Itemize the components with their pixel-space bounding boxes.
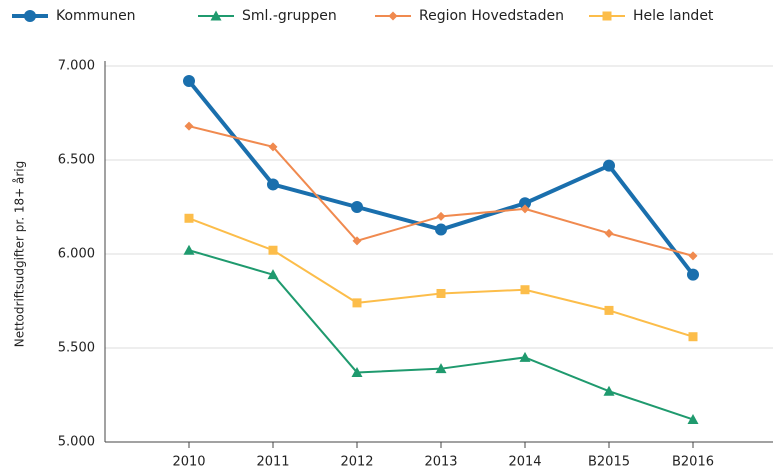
point bbox=[435, 223, 447, 236]
legend-label: Region Hovedstaden bbox=[419, 8, 564, 24]
point bbox=[519, 351, 531, 362]
point bbox=[267, 178, 279, 191]
point bbox=[604, 305, 614, 315]
point bbox=[184, 213, 194, 223]
point bbox=[688, 251, 698, 261]
y-tick-label: 6.500 bbox=[58, 153, 95, 168]
y-tick-label: 6.000 bbox=[58, 247, 95, 262]
legend-label: Kommunen bbox=[56, 8, 136, 24]
y-axis-label: Nettodriftsudgifter pr. 18+ årig bbox=[13, 161, 27, 347]
legend-label: Sml.-gruppen bbox=[242, 8, 337, 24]
point bbox=[603, 159, 615, 172]
x-tick-label: 2014 bbox=[508, 455, 541, 470]
point bbox=[268, 245, 278, 255]
point bbox=[184, 121, 194, 131]
point bbox=[352, 236, 362, 246]
point bbox=[436, 288, 446, 298]
point bbox=[210, 10, 222, 21]
x-tick-label: 2012 bbox=[340, 455, 373, 470]
point bbox=[519, 197, 531, 210]
y-tick-label: 7.000 bbox=[58, 59, 95, 74]
point bbox=[352, 298, 362, 308]
legend-label: Hele landet bbox=[633, 8, 714, 24]
x-tick-label: 2011 bbox=[256, 455, 289, 470]
point bbox=[604, 228, 614, 238]
series-line bbox=[187, 79, 695, 276]
point bbox=[602, 11, 612, 21]
point bbox=[520, 204, 530, 214]
series-line bbox=[188, 125, 694, 257]
point bbox=[603, 385, 615, 396]
point bbox=[520, 285, 530, 295]
point bbox=[24, 10, 36, 22]
point bbox=[435, 363, 447, 374]
point bbox=[183, 75, 195, 88]
point bbox=[267, 269, 279, 280]
x-tick-label: B2016 bbox=[672, 455, 714, 470]
point bbox=[687, 413, 699, 424]
point bbox=[268, 142, 278, 152]
y-tick-label: 5.500 bbox=[58, 341, 95, 356]
y-tick-label: 5.000 bbox=[58, 435, 95, 450]
point bbox=[687, 268, 699, 281]
x-tick-label: B2015 bbox=[588, 455, 630, 470]
point bbox=[388, 11, 398, 21]
point bbox=[351, 201, 363, 213]
x-tick-label: 2013 bbox=[424, 455, 457, 470]
point bbox=[688, 332, 698, 342]
point bbox=[183, 244, 195, 255]
point bbox=[351, 366, 363, 377]
point bbox=[436, 211, 446, 221]
series-line bbox=[188, 249, 694, 421]
x-tick-label: 2010 bbox=[172, 455, 205, 470]
